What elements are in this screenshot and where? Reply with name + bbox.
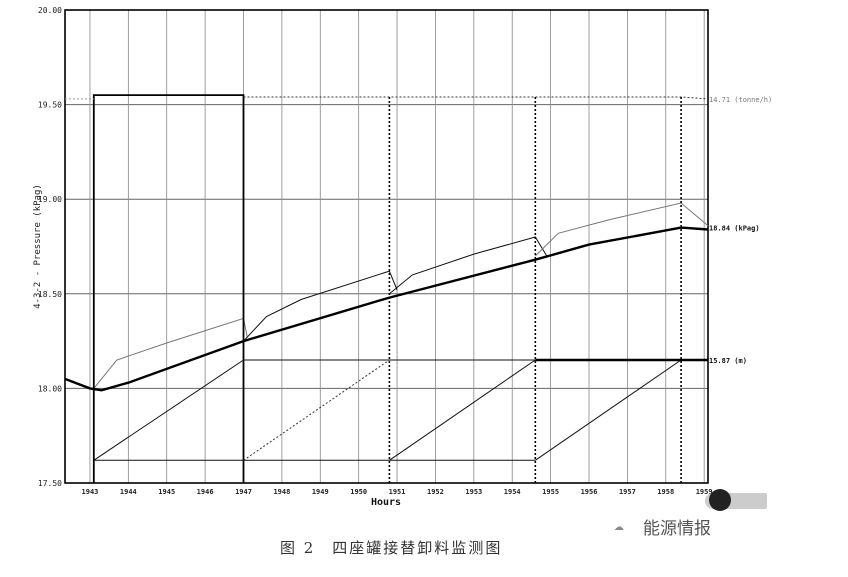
figure-caption: 图 2 四座罐接替卸料监测图 (280, 539, 503, 557)
y-tick-label: 19.00 (38, 195, 62, 204)
y-tick-label: 20.00 (38, 6, 62, 15)
x-tick-label: 1943 (82, 488, 99, 496)
x-tick-label: 1947 (235, 488, 252, 496)
x-tick-label: 1956 (581, 488, 598, 496)
x-tick-label: 1951 (389, 488, 406, 496)
right-value-label: 14.71 (tonne/h) (709, 96, 772, 104)
x-tick-label: 1944 (120, 488, 137, 496)
x-tick-label: 1955 (542, 488, 559, 496)
y-tick-label: 17.50 (38, 479, 62, 488)
series-line-0 (64, 226, 709, 392)
series-line-13 (535, 359, 682, 461)
x-tick-label: 1949 (312, 488, 329, 496)
series-line-10 (93, 359, 244, 461)
series-line-12 (389, 359, 536, 461)
x-tick-label: 1945 (158, 488, 175, 496)
knob-icon (709, 489, 731, 511)
x-tick-label: 1946 (197, 488, 214, 496)
series-line-11 (243, 359, 390, 461)
series-line-2 (243, 270, 398, 342)
x-tick-label: 1954 (504, 488, 521, 496)
wechat-icon: ☁ (614, 515, 624, 534)
y-axis-label: 4-3-2 - Pressure (kPag) (33, 184, 43, 309)
x-tick-label: 1953 (465, 488, 482, 496)
right-value-label: 15.87 (m) (709, 357, 747, 365)
series-line-5 (92, 94, 245, 483)
y-tick-label: 18.00 (38, 384, 62, 393)
x-tick-label: 1952 (427, 488, 444, 496)
y-tick-label: 19.50 (38, 101, 62, 110)
y-tick-label: 18.50 (38, 290, 62, 299)
x-tick-label: 1948 (273, 488, 290, 496)
right-value-label: 18.84 (kPag) (709, 225, 760, 233)
series-line-4 (534, 202, 709, 257)
x-tick-label: 1958 (657, 488, 674, 496)
x-axis-label: Hours (371, 497, 401, 508)
x-tick-label: 1959 (696, 488, 713, 496)
plot-frame (64, 9, 709, 484)
plot-area (65, 10, 708, 483)
series-line-1 (93, 317, 248, 389)
series-line-3 (389, 236, 548, 295)
x-tick-label: 1950 (350, 488, 367, 496)
playback-widget[interactable] (705, 489, 767, 511)
x-tick-label: 1957 (619, 488, 636, 496)
watermark-text: 能源情报 (643, 519, 711, 539)
